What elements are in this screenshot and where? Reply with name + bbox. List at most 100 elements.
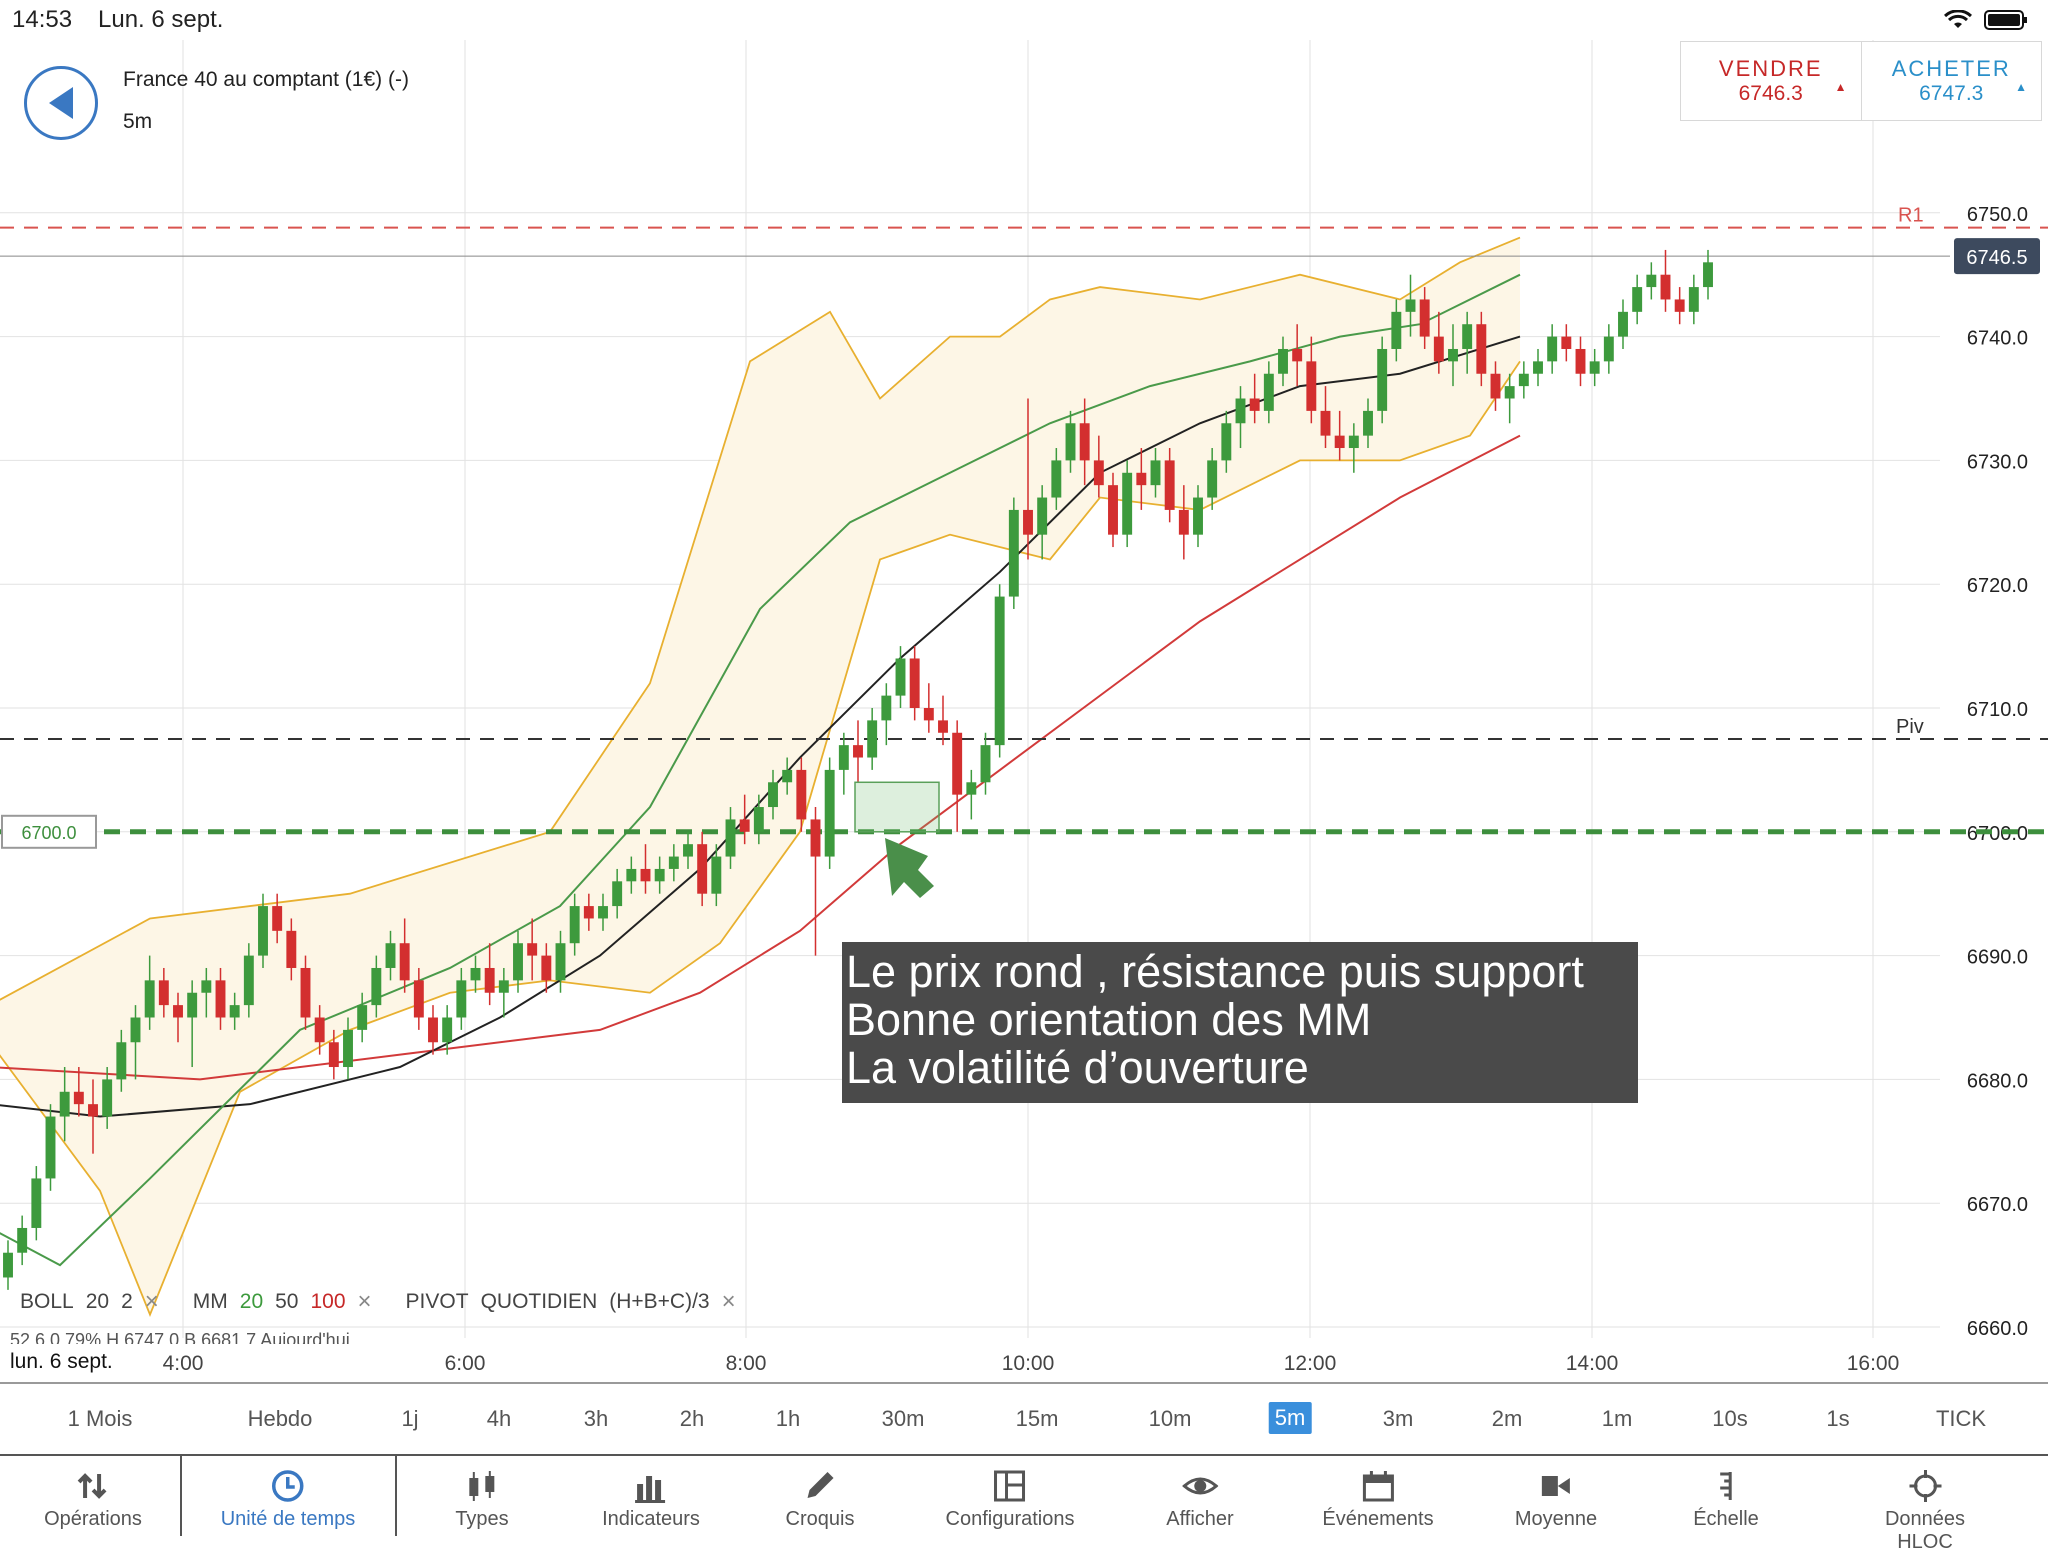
boll-dev: 2	[121, 1290, 133, 1313]
back-button[interactable]	[24, 66, 98, 140]
candle	[1348, 423, 1359, 473]
pivot-label[interactable]: PIVOT	[405, 1290, 469, 1313]
candle-body	[725, 819, 736, 857]
candle-body	[1405, 299, 1416, 312]
candle-body	[711, 856, 722, 894]
candle	[994, 584, 1005, 758]
candle-body	[1504, 386, 1515, 399]
candle-body	[1178, 509, 1189, 535]
candle-body	[413, 980, 424, 1018]
toolbar-arrows-updown[interactable]: Opérations	[44, 1456, 142, 1538]
candle-body	[881, 695, 892, 721]
y-tick-label: 6710.0	[1967, 699, 2028, 721]
candle	[1320, 386, 1331, 449]
timeframe-1-mois[interactable]: 1 Mois	[67, 1406, 133, 1431]
toolbar-label: Données HLOC	[1884, 1508, 1966, 1553]
annotation-box[interactable]: Le prix rond , résistance puis support B…	[842, 942, 1638, 1103]
remove-pivot-icon[interactable]: ×	[721, 1288, 736, 1315]
candle-body	[555, 943, 566, 981]
y-tick-label: 6690.0	[1967, 947, 2028, 969]
candle	[1547, 324, 1558, 374]
candle-body	[739, 819, 750, 832]
candle-body	[626, 868, 637, 882]
candle-body	[1703, 262, 1713, 288]
candle-body	[1207, 460, 1218, 498]
candle-body	[1589, 361, 1600, 374]
timeframe-1h[interactable]: 1h	[775, 1406, 801, 1431]
candle	[1065, 410, 1076, 473]
mm20-period: 20	[239, 1290, 264, 1313]
price-chart[interactable]: 6750.0 6740.0 6730.0 6720.0 6710.0 6700.0 6690…	[0, 0, 2048, 1382]
candle-body	[215, 980, 226, 1018]
candle-body	[314, 1017, 325, 1043]
toolbar-calendar[interactable]: Événements	[1322, 1456, 1434, 1538]
annotation-line: Le prix rond , résistance puis support	[846, 946, 1584, 997]
mm-label[interactable]: MM	[192, 1290, 228, 1313]
eye-icon	[1181, 1477, 1218, 1495]
toolbar-pencil[interactable]: Croquis	[786, 1456, 854, 1538]
toolbar-candles[interactable]: Types	[455, 1456, 509, 1538]
pencil-icon	[807, 1472, 834, 1498]
candle-body	[782, 769, 793, 783]
candle-body	[258, 906, 268, 956]
candle	[470, 955, 481, 993]
timeframe-15m[interactable]: 15m	[1015, 1406, 1059, 1431]
timeframe-3m[interactable]: 3m	[1382, 1406, 1414, 1431]
timeframe-3h[interactable]: 3h	[583, 1406, 609, 1431]
x-tick-label: 16:00	[1847, 1352, 1900, 1375]
timeframe-1m[interactable]: 1m	[1601, 1406, 1633, 1431]
y-tick-label: 6730.0	[1967, 451, 2028, 473]
toolbar-crosshair[interactable]: Données HLOC	[1864, 1456, 1987, 1553]
candle	[1433, 311, 1444, 374]
timeframe-30m[interactable]: 30m	[881, 1406, 925, 1431]
timeframe-2m[interactable]: 2m	[1491, 1406, 1523, 1431]
back-arrow-icon	[49, 87, 73, 119]
toolbar-bars[interactable]: Indicateurs	[602, 1456, 700, 1538]
candle-body	[1688, 287, 1699, 312]
candle-body	[1122, 472, 1133, 535]
toolbar-video[interactable]: Moyenne	[1515, 1456, 1597, 1538]
candle	[1618, 299, 1628, 349]
toolbar-clock[interactable]: Unité de temps	[221, 1456, 355, 1538]
last-price-tag	[1954, 238, 2040, 275]
candle	[1405, 274, 1416, 337]
remove-boll-icon[interactable]: ×	[144, 1288, 159, 1315]
timeframe-5m[interactable]: 5m	[1268, 1402, 1312, 1434]
boll-label[interactable]: BOLL	[20, 1290, 74, 1313]
timeframe-hebdo[interactable]: Hebdo	[247, 1406, 313, 1431]
candle	[612, 868, 623, 919]
candle-body	[1150, 460, 1161, 486]
candle-body	[668, 856, 679, 869]
timeframe-2h[interactable]: 2h	[679, 1406, 705, 1431]
timeframe-10s[interactable]: 10s	[1712, 1406, 1748, 1431]
candle	[243, 943, 254, 1018]
candle-body	[640, 868, 651, 882]
timeframe-4h[interactable]: 4h	[486, 1406, 512, 1431]
mm50-period: 50	[275, 1290, 299, 1313]
candle-body	[824, 769, 835, 857]
toolbar-eye[interactable]: Afficher	[1166, 1456, 1234, 1538]
timeframe-1s[interactable]: 1s	[1826, 1406, 1850, 1431]
candle-body	[1108, 485, 1118, 535]
toolbar-scale[interactable]: Échelle	[1693, 1456, 1759, 1538]
y-tick-label: 6740.0	[1967, 328, 2028, 350]
candle	[45, 1104, 56, 1191]
candle	[31, 1166, 42, 1241]
candle-body	[158, 980, 169, 1006]
timeframe-1j[interactable]: 1j	[401, 1406, 419, 1431]
candle-body	[1618, 311, 1628, 337]
candle-body	[1462, 324, 1473, 349]
candle-body	[88, 1104, 98, 1117]
toolbar-layout[interactable]: Configurations	[945, 1456, 1075, 1538]
toolbar-label: Configurations	[945, 1508, 1075, 1530]
candle-body	[173, 1005, 183, 1018]
candle	[966, 769, 977, 820]
candle-body	[697, 844, 708, 894]
remove-mm-icon[interactable]: ×	[357, 1288, 372, 1315]
candle	[1108, 472, 1118, 548]
sell-button[interactable]: VENDRE 6746.3 ▲	[1681, 42, 1861, 120]
buy-button[interactable]: ACHETER 6747.3 ▲	[1860, 42, 2042, 120]
timeframe-tick[interactable]: TICK	[1935, 1406, 1987, 1431]
timeframe-10m[interactable]: 10m	[1148, 1406, 1192, 1431]
y-tick-label: 6670.0	[1967, 1194, 2028, 1216]
